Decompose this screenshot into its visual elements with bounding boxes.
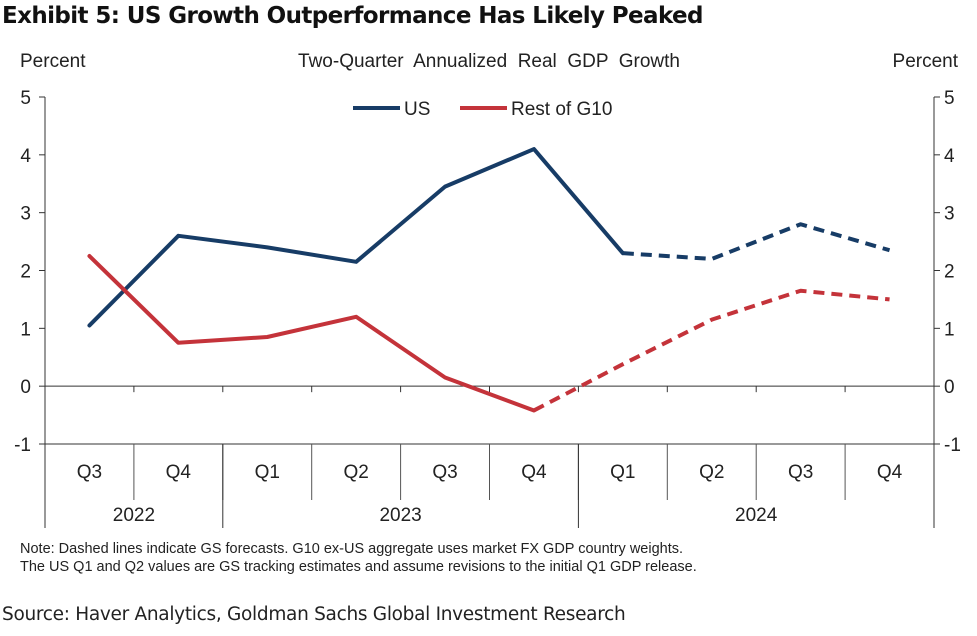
x-tick-label: Q4 (877, 462, 903, 483)
x-tick-label: Q4 (166, 462, 192, 483)
year-label: 2023 (379, 505, 421, 526)
y-tick-label-left: 3 (20, 204, 31, 225)
series-line-us-forecast (622, 222, 891, 261)
y-tick-label-right: 2 (944, 262, 955, 283)
note-line-1: Note: Dashed lines indicate GS forecasts… (20, 541, 684, 557)
series-line-us-actual (87, 147, 625, 328)
legend: US Rest of G10 (353, 99, 612, 120)
y-tick-label-right: 1 (944, 319, 955, 340)
y-tick-label-right: 5 (944, 88, 955, 109)
y-tick-label-left: 1 (20, 319, 31, 340)
x-tick-label: Q4 (521, 462, 547, 483)
y-tick-label-left: 4 (20, 146, 31, 167)
y-axis-label-left: Percent (20, 51, 86, 72)
y-tick-label-right: 4 (944, 146, 955, 167)
legend-label-rest-of-g10: Rest of G10 (511, 99, 612, 120)
legend-label-us: US (404, 99, 430, 120)
x-tick-label: Q1 (255, 462, 280, 483)
y-tick-label-left: 2 (20, 262, 31, 283)
x-tick-label: Q1 (610, 462, 635, 483)
y-tick-label-right: -1 (944, 435, 961, 456)
chart-note: Note: Dashed lines indicate GS forecasts… (20, 540, 697, 576)
x-tick-label: Q3 (432, 462, 457, 483)
exhibit-title: Exhibit 5: US Growth Outperformance Has … (2, 3, 704, 29)
x-tick-label: Q3 (77, 462, 102, 483)
year-label: 2024 (735, 505, 778, 526)
series-line-rest-of-g10-forecast (533, 288, 890, 413)
y-tick-label-left: -1 (14, 435, 31, 456)
y-tick-label-right: 0 (944, 377, 955, 398)
y-tick-label-left: 0 (20, 377, 31, 398)
y-axis-label-right: Percent (893, 51, 959, 72)
note-line-2: The US Q1 and Q2 values are GS tracking … (20, 559, 697, 575)
chart-subtitle: Two-Quarter Annualized Real GDP Growth (298, 51, 680, 72)
y-tick-label-left: 5 (20, 88, 31, 109)
series-line-rest-of-g10-actual (87, 254, 536, 413)
source-line: Source: Haver Analytics, Goldman Sachs G… (2, 604, 626, 625)
x-tick-label: Q2 (699, 462, 724, 483)
x-tick-label: Q3 (788, 462, 813, 483)
year-label: 2022 (113, 505, 155, 526)
y-tick-label-right: 3 (944, 204, 955, 225)
x-tick-label: Q2 (343, 462, 368, 483)
